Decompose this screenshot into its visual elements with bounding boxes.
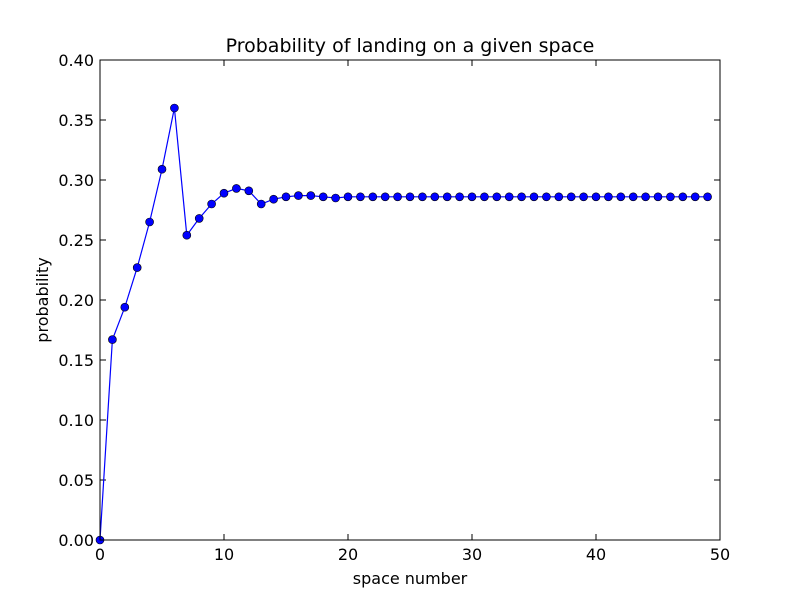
data-point: [517, 192, 526, 202]
data-point: [405, 192, 415, 202]
data-point: [294, 191, 303, 200]
data-point: [232, 184, 241, 193]
data-point: [678, 192, 688, 202]
data-point: [356, 192, 365, 202]
data-point: [318, 192, 328, 202]
data-point: [132, 263, 142, 272]
data-point: [641, 192, 650, 202]
y-tick-label: 0.30: [58, 171, 94, 190]
x-axis-ticks: 0 10 20 30 40 50: [95, 60, 730, 564]
chart-title: Probability of landing on a given space: [226, 35, 595, 57]
y-tick-label: 0.35: [58, 111, 94, 130]
y-tick-label: 0.05: [58, 471, 94, 490]
data-point: [393, 192, 402, 202]
data-point: [170, 103, 179, 113]
data-point: [566, 192, 576, 202]
data-point: [418, 192, 427, 202]
data-point: [108, 335, 117, 344]
x-tick-label: 30: [462, 545, 482, 564]
data-point: [703, 192, 712, 202]
data-point: [380, 192, 390, 202]
data-point: [306, 191, 316, 200]
data-point: [219, 188, 229, 198]
data-point: [467, 192, 477, 202]
data-point: [604, 192, 613, 202]
y-tick-label: 0.25: [58, 231, 94, 250]
data-point: [504, 192, 514, 202]
y-tick-label: 0.00: [58, 531, 94, 550]
y-axis-ticks: 0.00 0.05 0.10 0.15 0.20 0.25 0.30 0.35 0.40: [58, 51, 720, 550]
data-point: [628, 192, 638, 202]
data-point: [430, 192, 440, 202]
data-point: [442, 192, 452, 202]
data-point: [690, 192, 700, 202]
data-point: [207, 199, 216, 209]
data-point: [653, 192, 663, 202]
data-point: [616, 192, 626, 202]
data-point: [331, 193, 340, 203]
data-point: [529, 192, 539, 202]
data-point: [368, 192, 378, 202]
data-point: [120, 302, 130, 312]
data-point: [244, 186, 254, 196]
data-point: [492, 192, 502, 202]
data-point: [194, 214, 204, 223]
series-line: [99, 107, 708, 541]
data-point: [256, 199, 266, 209]
data-point: [455, 192, 464, 202]
x-tick-label: 50: [710, 545, 730, 564]
data-point: [554, 192, 564, 202]
data-point: [542, 192, 551, 202]
data-point: [281, 192, 291, 202]
data-point: [591, 192, 601, 202]
plot-data: [95, 103, 712, 545]
x-tick-label: 20: [338, 545, 358, 564]
x-tick-label: 10: [214, 545, 234, 564]
y-tick-label: 0.20: [58, 291, 94, 310]
data-point: [579, 192, 588, 202]
x-tick-label: 40: [586, 545, 606, 564]
data-point: [343, 192, 353, 202]
y-axis-label: probability: [33, 257, 52, 342]
x-axis-label: space number: [353, 569, 468, 588]
y-tick-label: 0.10: [58, 411, 94, 430]
data-point: [145, 217, 154, 227]
data-point: [666, 192, 675, 202]
data-point: [480, 192, 489, 202]
plot-frame: [99, 59, 721, 541]
y-tick-label: 0.40: [58, 51, 94, 70]
x-tick-label: 0: [95, 545, 105, 564]
data-point: [182, 230, 192, 240]
y-tick-label: 0.15: [58, 351, 94, 370]
data-point: [269, 194, 278, 204]
data-point: [157, 164, 167, 174]
